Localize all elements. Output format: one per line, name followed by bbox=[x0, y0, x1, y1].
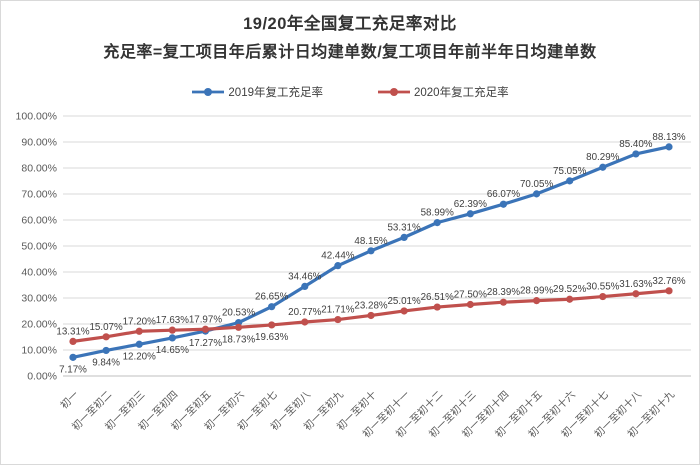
y-axis-tick-label: 60.00% bbox=[21, 215, 57, 227]
y-axis-tick-label: 70.00% bbox=[21, 189, 57, 201]
data-label: 80.29% bbox=[586, 152, 620, 163]
legend-item-2020: 2020年复工充足率 bbox=[377, 84, 509, 100]
data-point bbox=[135, 327, 143, 335]
data-label: 27.50% bbox=[454, 290, 488, 301]
y-axis-tick-label: 40.00% bbox=[21, 267, 57, 279]
data-point bbox=[599, 292, 607, 301]
line-marker-icon bbox=[378, 88, 410, 96]
data-label: 17.20% bbox=[123, 316, 157, 327]
data-point bbox=[334, 315, 342, 324]
data-point bbox=[268, 303, 276, 311]
data-label: 17.27% bbox=[189, 338, 223, 349]
data-point bbox=[400, 233, 408, 241]
data-label: 25.01% bbox=[387, 296, 421, 307]
y-axis-tick-label: 80.00% bbox=[21, 163, 57, 175]
y-axis-tick-label: 10.00% bbox=[21, 345, 57, 357]
data-point bbox=[566, 177, 574, 185]
data-point bbox=[367, 311, 375, 320]
data-label: 34.46% bbox=[288, 271, 322, 282]
data-point bbox=[168, 334, 176, 342]
data-label: 75.05% bbox=[553, 166, 587, 177]
y-axis-tick-label: 20.00% bbox=[21, 319, 57, 331]
data-label: 32.76% bbox=[652, 276, 686, 287]
data-point bbox=[69, 353, 77, 361]
y-axis-tick-label: 0.00% bbox=[27, 371, 57, 383]
data-label: 53.31% bbox=[387, 222, 421, 233]
y-axis-tick-label: 50.00% bbox=[21, 241, 57, 253]
data-point bbox=[632, 150, 640, 158]
data-label: 28.99% bbox=[520, 286, 554, 297]
data-label: 20.53% bbox=[222, 308, 256, 319]
data-label: 13.31% bbox=[56, 326, 90, 337]
data-label: 88.13% bbox=[652, 132, 686, 143]
data-point bbox=[665, 287, 673, 295]
data-point bbox=[102, 333, 110, 341]
legend-label-2019: 2019年复工充足率 bbox=[228, 87, 323, 99]
data-point bbox=[301, 318, 309, 326]
data-label: 85.40% bbox=[619, 139, 653, 150]
data-point bbox=[433, 219, 441, 227]
data-point bbox=[69, 337, 77, 345]
data-label: 70.05% bbox=[520, 179, 554, 190]
data-point bbox=[466, 300, 474, 309]
data-point bbox=[201, 325, 210, 333]
legend-label-2020: 2020年复工充足率 bbox=[414, 87, 509, 99]
data-label: 17.97% bbox=[189, 314, 223, 325]
chart-title: 19/20年全国复工充足率对比 bbox=[243, 15, 457, 33]
data-label: 20.77% bbox=[288, 307, 322, 318]
data-label: 48.15% bbox=[354, 236, 388, 247]
data-label: 21.71% bbox=[321, 305, 355, 316]
data-label: 58.99% bbox=[421, 208, 455, 219]
data-label: 30.55% bbox=[586, 282, 620, 293]
data-point bbox=[433, 303, 441, 311]
data-label: 62.39% bbox=[454, 199, 488, 210]
data-label: 19.63% bbox=[255, 332, 289, 343]
data-point bbox=[566, 295, 574, 303]
data-point bbox=[532, 297, 541, 305]
data-label: 31.63% bbox=[619, 279, 653, 290]
data-label: 15.07% bbox=[89, 322, 123, 333]
data-label: 66.07% bbox=[487, 189, 521, 200]
data-point bbox=[400, 307, 408, 315]
data-point bbox=[632, 290, 640, 298]
data-point bbox=[135, 340, 143, 348]
x-axis-tick-label: 初一 bbox=[58, 388, 82, 412]
data-label: 23.28% bbox=[354, 300, 388, 311]
chart-legend: 2019年复工充足率 2020年复工充足率 bbox=[1, 84, 699, 100]
y-axis-tick-label: 30.00% bbox=[21, 293, 57, 305]
data-point bbox=[268, 321, 276, 329]
data-point bbox=[102, 346, 110, 355]
data-label: 26.51% bbox=[421, 292, 455, 303]
data-point bbox=[499, 298, 508, 306]
line-marker-icon bbox=[192, 88, 225, 96]
data-label: 14.65% bbox=[156, 345, 190, 356]
chart-subtitle: 充足率=复工项目年后累计日均建单数/复工项目年前半年日均建单数 bbox=[103, 44, 597, 61]
data-point bbox=[499, 200, 508, 208]
data-label: 29.52% bbox=[553, 284, 587, 295]
data-point bbox=[334, 262, 342, 270]
data-label: 17.63% bbox=[156, 315, 190, 326]
data-point bbox=[532, 190, 541, 198]
data-label: 12.20% bbox=[123, 351, 157, 362]
data-label: 18.73% bbox=[222, 334, 256, 345]
data-point bbox=[665, 143, 673, 151]
data-point bbox=[599, 163, 607, 171]
data-point bbox=[234, 323, 243, 331]
data-point bbox=[168, 326, 176, 334]
y-axis-tick-label: 90.00% bbox=[21, 137, 57, 149]
legend-item-2019: 2019年复工充足率 bbox=[191, 84, 323, 100]
data-label: 9.84% bbox=[92, 357, 120, 368]
data-label: 42.44% bbox=[321, 251, 355, 262]
data-point bbox=[466, 210, 474, 218]
data-label: 26.65% bbox=[255, 292, 289, 303]
y-axis-tick-label: 100.00% bbox=[16, 111, 57, 123]
data-point bbox=[301, 282, 309, 291]
data-label: 28.39% bbox=[487, 287, 521, 298]
data-label: 7.17% bbox=[59, 364, 87, 375]
data-point bbox=[367, 247, 375, 255]
